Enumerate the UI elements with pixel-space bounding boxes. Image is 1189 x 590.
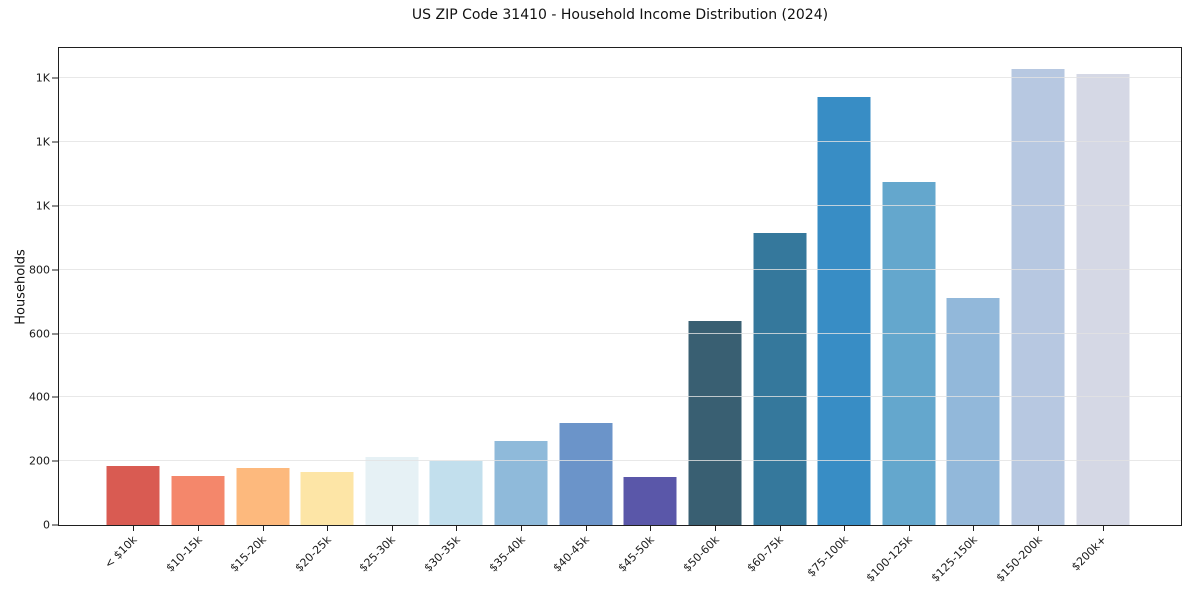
bar bbox=[106, 465, 160, 525]
y-tick-mark bbox=[52, 396, 58, 398]
x-tick-label: $45-50k bbox=[615, 533, 657, 575]
bar-slot: $50-60k bbox=[680, 48, 748, 575]
x-tick-label: $50-60k bbox=[680, 533, 722, 575]
bar-slot: $10-15k bbox=[163, 48, 231, 575]
x-tick-label: $30-35k bbox=[421, 533, 463, 575]
y-tick-label: 0 bbox=[43, 518, 50, 532]
x-tick-mark bbox=[456, 526, 458, 531]
bar bbox=[300, 472, 354, 525]
bar-slot: $20-25k bbox=[292, 48, 360, 575]
bar-slot: $60-75k bbox=[745, 48, 812, 575]
bar bbox=[623, 477, 677, 525]
x-tick-mark bbox=[1038, 526, 1040, 531]
gridline bbox=[59, 268, 1181, 270]
x-tick-label: $40-45k bbox=[550, 533, 593, 575]
x-tick-mark bbox=[262, 526, 264, 531]
bar bbox=[171, 475, 225, 525]
y-tick-label: 400 bbox=[29, 390, 50, 404]
bar-slot: $75-100k bbox=[804, 48, 877, 579]
gridline bbox=[59, 204, 1181, 206]
x-tick-mark bbox=[779, 526, 781, 531]
y-tick-mark bbox=[52, 524, 58, 526]
bar bbox=[946, 298, 1000, 525]
x-tick-label: $20-25k bbox=[292, 533, 334, 575]
x-tick-mark bbox=[133, 526, 135, 531]
plot-area: < $10k $10-15k $15-20k $20-25k $25-30k $30-35… bbox=[29, 47, 1182, 584]
y-tick-mark bbox=[52, 205, 58, 207]
bar bbox=[559, 422, 613, 525]
y-tick-label: 800 bbox=[29, 263, 50, 277]
y-tick-label: 1K bbox=[35, 71, 50, 85]
x-tick-label: $200k+ bbox=[1069, 533, 1110, 574]
bar bbox=[365, 457, 419, 525]
bar-slot: $125-150k bbox=[929, 48, 1006, 584]
y-tick-mark bbox=[52, 269, 58, 271]
bar bbox=[817, 97, 871, 525]
y-tick-mark bbox=[52, 460, 58, 462]
bar-slot: $200k+ bbox=[1069, 48, 1135, 573]
bar-series: < $10k $10-15k $15-20k $20-25k $25-30k $30-35… bbox=[59, 48, 1181, 584]
bar bbox=[882, 182, 936, 525]
bar-slot: $15-20k bbox=[228, 48, 295, 575]
bar-slot: $100-125k bbox=[864, 48, 942, 584]
x-tick-mark bbox=[650, 526, 652, 531]
bar bbox=[494, 441, 548, 525]
x-tick-mark bbox=[844, 526, 846, 531]
gridline bbox=[59, 460, 1181, 462]
bar bbox=[753, 233, 807, 525]
x-tick-mark bbox=[714, 526, 716, 531]
x-tick-label: < $10k bbox=[102, 533, 140, 571]
y-tick-label: 1K bbox=[35, 199, 50, 213]
x-tick-mark bbox=[391, 526, 393, 531]
x-tick-mark bbox=[585, 526, 587, 531]
x-tick-mark bbox=[1102, 526, 1104, 531]
x-tick-mark bbox=[521, 526, 523, 531]
y-tick-mark bbox=[52, 333, 58, 335]
bar-slot: $40-45k bbox=[551, 48, 618, 575]
bar-slot: $30-35k bbox=[422, 48, 489, 575]
y-tick-label: 1K bbox=[35, 135, 50, 149]
bar bbox=[688, 320, 742, 525]
bar bbox=[1011, 68, 1065, 525]
x-tick-mark bbox=[908, 526, 910, 531]
bar bbox=[429, 461, 483, 525]
y-tick-label: 200 bbox=[29, 454, 50, 468]
y-tick-mark bbox=[52, 141, 58, 143]
x-tick-label: $125-150k bbox=[928, 533, 980, 585]
bar-slot: $150-200k bbox=[993, 48, 1071, 584]
bar-slot: $25-30k bbox=[357, 48, 425, 575]
y-tick-label: 600 bbox=[29, 327, 50, 341]
bar-slot: $45-50k bbox=[616, 48, 683, 575]
x-tick-label: $150-200k bbox=[993, 533, 1045, 585]
x-tick-label: $25-30k bbox=[357, 533, 399, 575]
x-tick-label: $35-40k bbox=[486, 533, 528, 575]
y-tick-mark bbox=[52, 77, 58, 79]
bar-slot: < $10k bbox=[101, 48, 166, 571]
chart-title: US ZIP Code 31410 - Household Income Dis… bbox=[411, 7, 829, 23]
x-tick-mark bbox=[973, 526, 975, 531]
x-tick-mark bbox=[327, 526, 329, 531]
x-tick-label: $60-75k bbox=[744, 533, 787, 575]
y-axis-label: Households bbox=[13, 249, 29, 325]
bar bbox=[236, 467, 290, 525]
bar-slot: $35-40k bbox=[486, 48, 554, 575]
x-tick-label: $100-125k bbox=[864, 533, 916, 585]
gridline bbox=[59, 332, 1181, 334]
x-tick-label: $10-15k bbox=[163, 533, 205, 575]
gridline bbox=[59, 141, 1181, 143]
x-tick-label: $75-100k bbox=[804, 533, 851, 580]
x-tick-mark bbox=[197, 526, 199, 531]
bar bbox=[1076, 73, 1130, 525]
x-tick-label: $15-20k bbox=[227, 533, 270, 575]
gridline bbox=[59, 77, 1181, 79]
gridline bbox=[59, 396, 1181, 398]
